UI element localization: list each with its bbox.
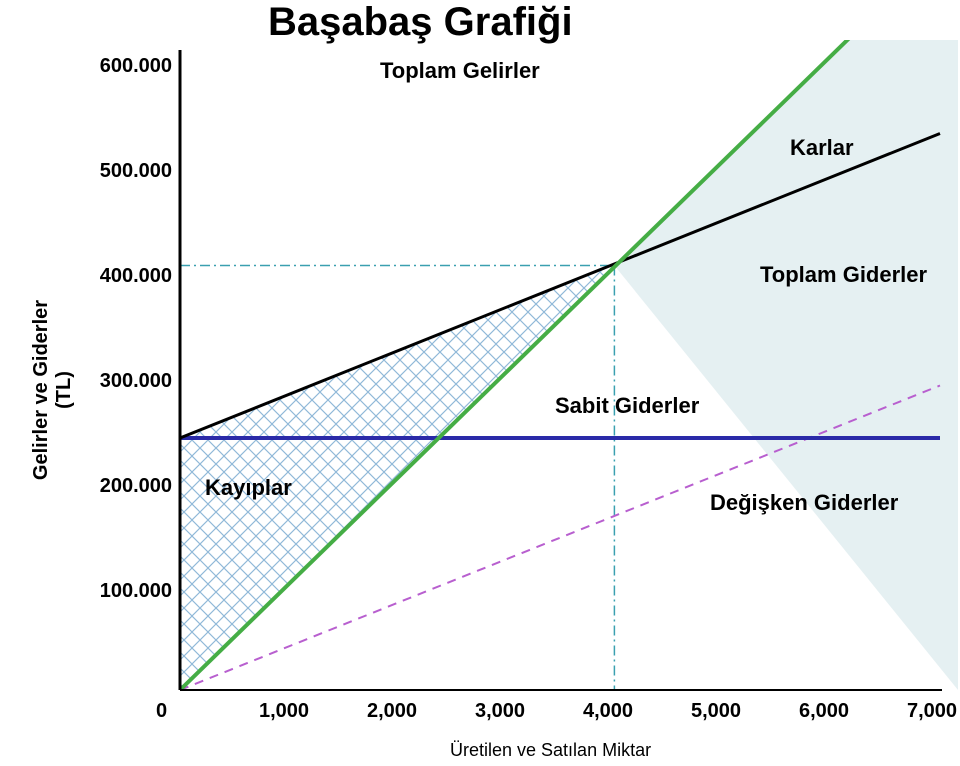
label-revenue: Toplam Gelirler [380, 58, 540, 84]
xtick-3000: 3,000 [475, 700, 525, 723]
x-axis-label: Üretilen ve Satılan Miktar [450, 740, 651, 761]
label-total-cost: Toplam Giderler [760, 262, 927, 288]
xtick-7000: 7,000 [907, 700, 957, 723]
breakeven-chart [0, 0, 960, 766]
xtick-1000: 1,000 [259, 700, 309, 723]
xtick-0: 0 [156, 700, 167, 723]
label-losses: Kayıplar [205, 475, 292, 501]
xtick-6000: 6,000 [799, 700, 849, 723]
label-variable-cost: Değişken Giderler [710, 490, 898, 516]
xtick-5000: 5,000 [691, 700, 741, 723]
xtick-4000: 4,000 [583, 700, 633, 723]
label-fixed-cost: Sabit Giderler [555, 393, 699, 419]
label-profits: Karlar [790, 135, 854, 161]
xtick-2000: 2,000 [367, 700, 417, 723]
